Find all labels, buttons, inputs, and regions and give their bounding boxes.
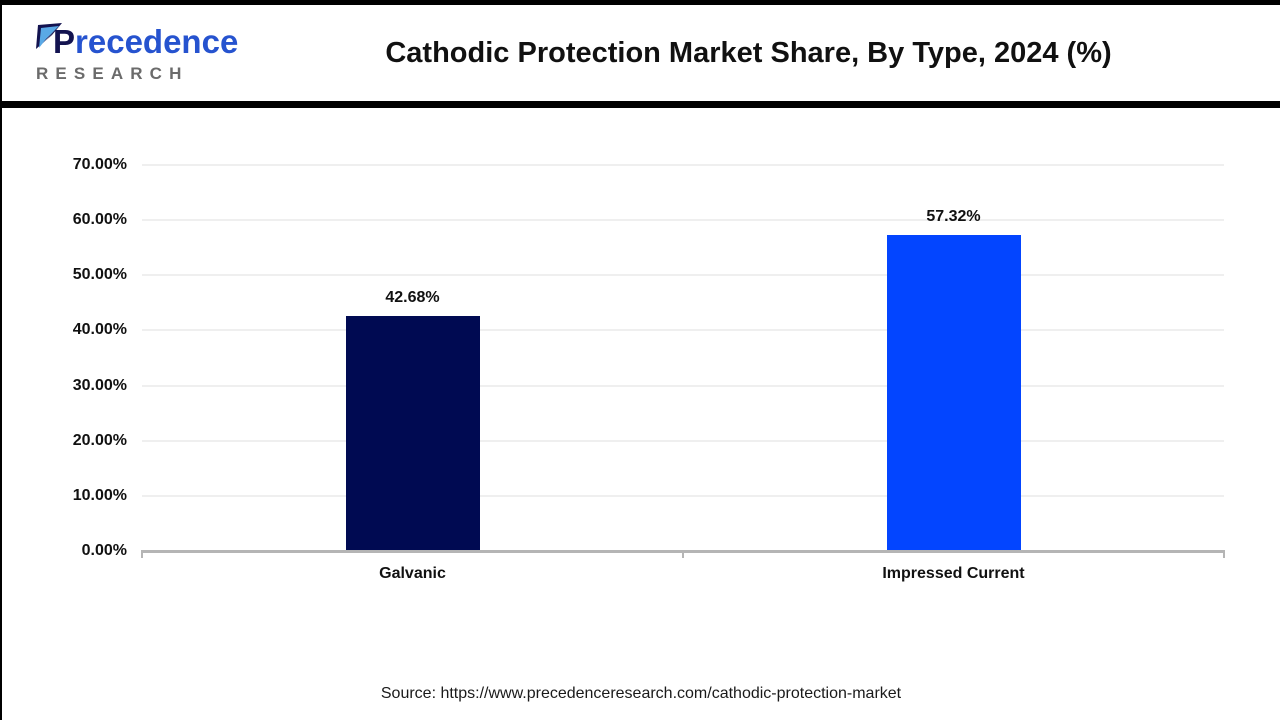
- x-axis-tick: [682, 550, 684, 558]
- gridline: [142, 384, 1224, 387]
- logo-sub-text: RESEARCH: [36, 64, 189, 83]
- y-axis-tick-label: 70.00%: [72, 156, 127, 173]
- x-axis-category-label: Galvanic: [379, 565, 446, 582]
- leaf-logo-icon: [32, 19, 70, 62]
- y-axis-tick-label: 60.00%: [72, 211, 127, 229]
- source-attribution: Source: https://www.precedenceresearch.c…: [380, 685, 902, 702]
- y-axis-tick-label: 30.00%: [72, 376, 127, 394]
- gridline: [142, 164, 1224, 166]
- x-axis-tick: [1223, 550, 1225, 558]
- logo-brand-text: Precedence: [53, 23, 239, 60]
- page-title: Cathodic Protection Market Share, By Typ…: [385, 36, 1112, 69]
- gridline: [142, 274, 1224, 277]
- gridline: [142, 219, 1224, 222]
- bar-value-label: 57.32%: [926, 207, 981, 225]
- bar-impressed-current: [886, 234, 1021, 551]
- gridline: [142, 494, 1224, 497]
- y-axis-tick-label: 40.00%: [72, 321, 127, 339]
- precedence-research-logo: Precedence RESEARCH: [32, 23, 238, 84]
- header: Precedence RESEARCH Cathodic Protection …: [2, 5, 1280, 108]
- gridline: [142, 439, 1224, 442]
- gridline: [142, 329, 1224, 332]
- y-axis-tick-label: 0.00%: [81, 542, 127, 559]
- bar-value-label: 42.68%: [385, 288, 440, 306]
- y-axis-tick-label: 20.00%: [72, 431, 127, 449]
- bar-galvanic: [345, 315, 480, 551]
- x-axis-tick: [141, 550, 143, 558]
- chart-area: 0.00% 10.00% 20.00% 30.00% 40.00% 50.00% 60.00…: [2, 115, 1280, 720]
- y-axis-tick-label: 50.00%: [72, 266, 127, 284]
- x-axis-category-label: Impressed Current: [882, 565, 1025, 582]
- y-axis-tick-label: 10.00%: [72, 486, 127, 504]
